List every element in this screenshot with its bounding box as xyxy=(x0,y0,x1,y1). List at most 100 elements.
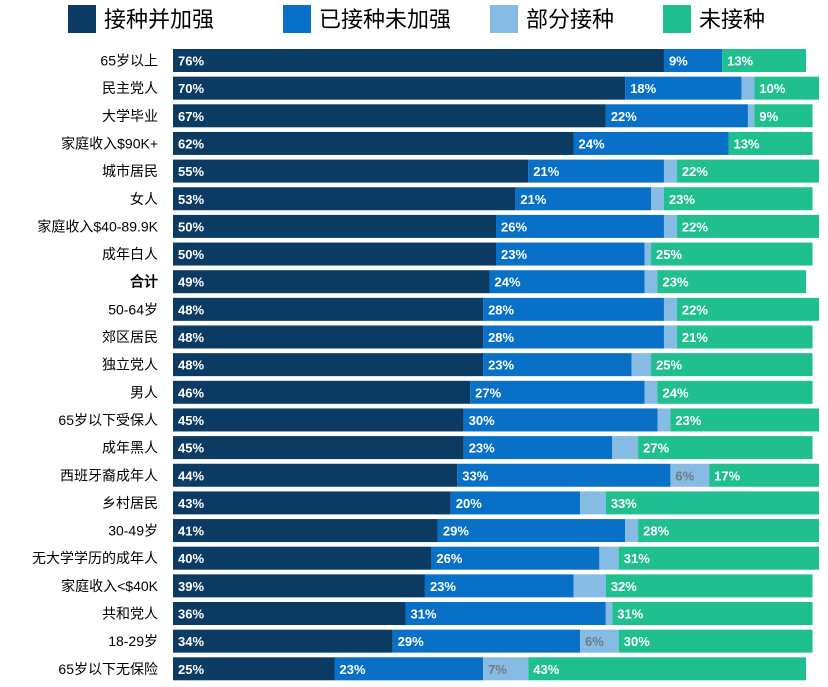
data-label: 48% xyxy=(178,302,204,317)
data-label: 21% xyxy=(533,164,559,179)
data-label: 20% xyxy=(456,496,482,511)
data-label: 43% xyxy=(533,662,559,677)
bar-segment xyxy=(173,76,626,100)
category-label: 男人 xyxy=(130,384,158,400)
category-label: 成年白人 xyxy=(102,246,158,262)
bar-segment xyxy=(173,159,529,183)
bar-segment xyxy=(657,270,807,294)
bar-segment xyxy=(173,104,606,128)
bar-segment xyxy=(528,159,664,183)
category-label: 家庭收入$40-89.9K xyxy=(37,218,158,234)
bar-segment xyxy=(173,574,425,598)
bar-segment xyxy=(173,270,490,294)
data-label: 33% xyxy=(462,468,488,483)
bar-segment xyxy=(651,242,813,266)
bar-segment xyxy=(631,353,652,377)
data-label: 76% xyxy=(178,54,204,69)
data-label: 55% xyxy=(178,164,204,179)
data-label: 10% xyxy=(759,81,785,96)
bar-segment xyxy=(173,187,516,211)
data-label: 43% xyxy=(178,496,204,511)
data-label: 28% xyxy=(643,524,669,539)
legend-item: 未接种 xyxy=(663,5,765,33)
category-label: 65岁以下无保险 xyxy=(58,661,158,677)
bar-segment xyxy=(657,380,813,404)
bar-segment xyxy=(437,519,626,543)
bar-segment xyxy=(579,491,606,515)
category-label: 无大学学历的成年人 xyxy=(32,550,158,566)
bar-segment xyxy=(528,657,807,681)
bar-segment xyxy=(483,353,632,377)
data-label: 23% xyxy=(501,247,527,262)
bar-segment xyxy=(644,380,658,404)
data-label: 21% xyxy=(682,330,708,345)
bar-segment xyxy=(405,602,606,625)
bar-segment xyxy=(173,491,451,515)
bar-segment xyxy=(483,657,529,681)
category-label: 50-64岁 xyxy=(108,301,158,317)
bar-segment xyxy=(605,602,613,625)
legend-swatch xyxy=(68,5,96,33)
data-label: 29% xyxy=(398,634,424,649)
bar-segment xyxy=(173,325,484,349)
category-label: 独立党人 xyxy=(102,357,158,373)
data-label: 25% xyxy=(178,662,204,677)
bar-segment xyxy=(676,214,819,238)
data-label: 26% xyxy=(501,219,527,234)
data-label: 39% xyxy=(178,579,204,594)
bar-segment xyxy=(709,463,819,487)
bar-segment xyxy=(747,104,755,128)
category-label: 家庭收入<$40K xyxy=(61,578,159,594)
bar-segment xyxy=(618,546,819,570)
legend-item: 已接种未加强 xyxy=(283,5,451,33)
data-label: 23% xyxy=(669,192,695,207)
data-label: 34% xyxy=(178,634,204,649)
data-label: 23% xyxy=(469,441,495,456)
data-label: 22% xyxy=(611,109,637,124)
bar-segment xyxy=(573,574,606,598)
bar-segment xyxy=(489,270,645,294)
bar-segment xyxy=(638,436,813,460)
data-label: 9% xyxy=(669,54,688,69)
bar-segment xyxy=(173,629,393,653)
legend-swatch xyxy=(283,5,311,33)
bar-segment xyxy=(470,380,645,404)
data-label: 49% xyxy=(178,275,204,290)
data-label: 27% xyxy=(475,385,501,400)
data-label: 13% xyxy=(727,54,753,69)
data-label: 24% xyxy=(663,385,689,400)
bar-segment xyxy=(450,491,580,515)
bar-segment xyxy=(605,491,819,515)
bar-segment xyxy=(424,574,574,598)
category-label: 郊区居民 xyxy=(102,329,158,345)
bar-segment xyxy=(663,214,677,238)
bar-segment xyxy=(657,408,671,432)
data-label: 70% xyxy=(178,81,204,96)
bar-segment xyxy=(515,187,652,211)
bar-segment xyxy=(173,353,484,377)
bar-segment xyxy=(173,602,406,625)
data-label: 28% xyxy=(488,330,514,345)
category-label: 大学毕业 xyxy=(102,108,158,124)
data-label: 36% xyxy=(178,607,204,622)
bar-segment xyxy=(173,380,471,404)
bar-segment xyxy=(173,436,464,460)
data-label: 31% xyxy=(617,607,643,622)
data-label: 6% xyxy=(675,468,694,483)
data-label: 23% xyxy=(430,579,456,594)
legend: 接种并加强 已接种未加强 部分接种 未接种 xyxy=(68,5,765,33)
bar-segment xyxy=(644,270,658,294)
data-label: 23% xyxy=(663,275,689,290)
bar-segment xyxy=(670,408,819,432)
bar-segment xyxy=(722,49,807,72)
bar-segment xyxy=(463,436,613,460)
category-label: 家庭收入$90K+ xyxy=(61,135,158,151)
bar-segment xyxy=(173,214,496,238)
data-label: 45% xyxy=(178,441,204,456)
data-label: 62% xyxy=(178,136,204,151)
legend-item: 接种并加强 xyxy=(68,5,214,33)
bar-segment xyxy=(496,214,664,238)
data-label: 67% xyxy=(178,109,204,124)
bar-segment xyxy=(392,629,580,653)
